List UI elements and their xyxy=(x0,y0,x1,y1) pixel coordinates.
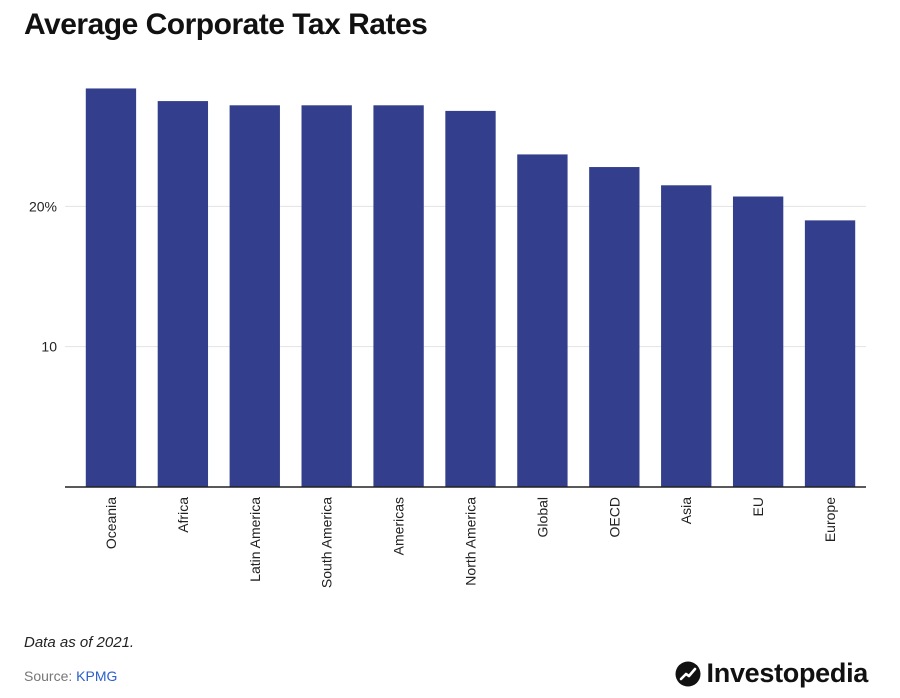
data-note: Data as of 2021. xyxy=(24,634,135,651)
brand-name: Investopedia xyxy=(706,658,869,688)
source-line: Source: KPMG xyxy=(24,668,117,684)
x-tick-label: South America xyxy=(319,497,335,588)
brand-logo: Investopedia xyxy=(675,658,868,689)
x-tick-label: Asia xyxy=(678,497,694,524)
bar xyxy=(661,185,712,488)
source-label: Source: xyxy=(24,668,73,684)
x-tick-label: Oceania xyxy=(103,497,119,549)
x-tick-label: Global xyxy=(534,497,550,537)
bar xyxy=(85,88,137,487)
bar xyxy=(589,167,640,488)
y-tick-label: 20% xyxy=(29,198,57,214)
investopedia-logo-icon xyxy=(675,661,701,686)
source-link[interactable]: KPMG xyxy=(76,668,118,684)
x-tick-label: North America xyxy=(463,497,479,586)
bar xyxy=(157,101,209,487)
bar xyxy=(517,154,568,487)
bar xyxy=(301,105,352,487)
x-tick-label: Latin America xyxy=(247,497,263,582)
bar-chart: 10 20% Oceania Africa Latin America South Ame… xyxy=(29,88,866,588)
bar xyxy=(373,105,424,487)
x-tick-label: Americas xyxy=(391,497,407,555)
x-tick-label: EU xyxy=(750,497,766,516)
x-tick-label: Europe xyxy=(822,497,838,542)
bar xyxy=(804,220,856,487)
chart-title: Average Corporate Tax Rates xyxy=(24,8,428,41)
bar xyxy=(445,110,496,487)
x-tick-label: OECD xyxy=(606,497,622,537)
y-tick-label: 10 xyxy=(41,339,57,355)
bar xyxy=(732,196,784,487)
bar xyxy=(229,105,280,487)
x-tick-label: Africa xyxy=(175,497,191,533)
